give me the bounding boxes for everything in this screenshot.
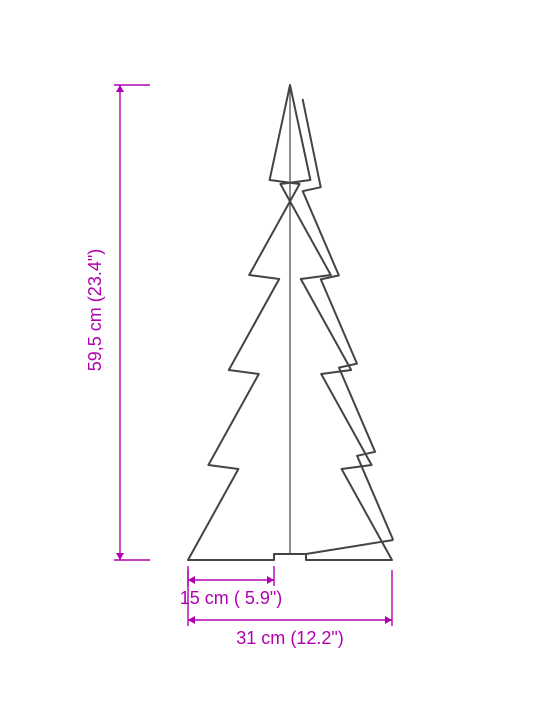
depth-in: ( 5.9")	[234, 588, 282, 608]
width-cm: 31 cm	[236, 628, 285, 648]
dimension-diagram: 59,5 cm (23.4") 15 cm ( 5.9") 31 cm (12.…	[0, 0, 540, 720]
depth-cm: 15 cm	[180, 588, 229, 608]
height-in: (23.4")	[85, 249, 105, 302]
height-label: 59,5 cm (23.4")	[85, 249, 107, 371]
width-in: (12.2")	[290, 628, 343, 648]
width-label: 31 cm (12.2")	[236, 628, 343, 650]
depth-label: 15 cm ( 5.9")	[180, 588, 282, 610]
height-cm: 59,5 cm	[85, 307, 105, 371]
diagram-svg	[0, 0, 540, 720]
